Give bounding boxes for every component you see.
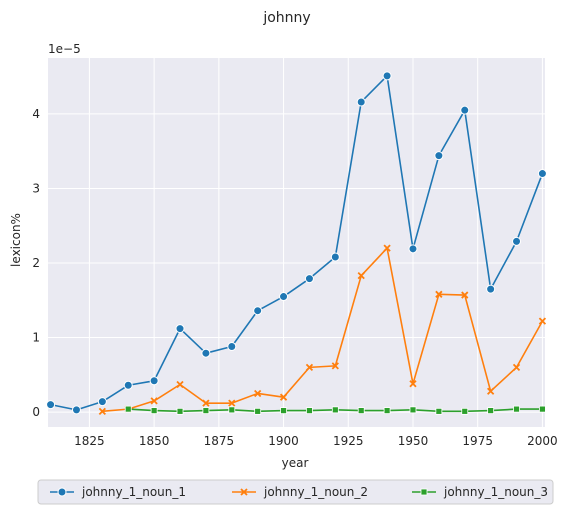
- x-tick-label: 1950: [398, 434, 429, 448]
- legend-marker: [57, 487, 67, 497]
- x-axis-title: year: [282, 456, 309, 470]
- series-2: [98, 244, 547, 415]
- legend-marker: [420, 488, 428, 496]
- y-offset-label: 1e−5: [48, 42, 81, 56]
- data-point: [513, 405, 520, 413]
- data-point: [305, 363, 314, 372]
- y-tick-label: 0: [32, 405, 40, 419]
- data-point: [331, 362, 339, 370]
- series-layer: [46, 71, 547, 415]
- legend-label: johnny_1_noun_2: [263, 485, 368, 499]
- legend-frame: [37, 479, 554, 505]
- data-point: [537, 169, 547, 179]
- data-point: [383, 407, 391, 415]
- data-point: [434, 151, 444, 161]
- legend-label: johnny_1_noun_1: [81, 485, 186, 499]
- data-point: [487, 387, 495, 395]
- data-point: [461, 291, 469, 299]
- data-point: [357, 272, 365, 280]
- x-tick-label: 2000: [527, 434, 558, 448]
- y-tick-label: 4: [32, 107, 40, 121]
- tick-labels: 1825 1850 1875 1900 1925 1950 1975 2000 0 1 2 3 4: [32, 107, 557, 448]
- data-point: [202, 407, 210, 415]
- series-line: [102, 247, 544, 413]
- chart-title: johnny: [262, 10, 310, 26]
- data-point: [409, 380, 417, 388]
- data-point: [486, 284, 496, 294]
- x-tick-label: 1850: [139, 434, 170, 448]
- data-point: [435, 290, 443, 298]
- data-point: [409, 406, 417, 414]
- data-point: [435, 407, 443, 415]
- data-point: [201, 348, 211, 358]
- data-point: [175, 324, 185, 334]
- data-point: [202, 399, 210, 407]
- data-point: [538, 317, 547, 325]
- data-point: [382, 71, 392, 81]
- legend-marker: [240, 488, 248, 496]
- data-point: [279, 393, 288, 401]
- data-point: [124, 405, 132, 413]
- data-point: [176, 407, 184, 415]
- legend-item: johnny_1_noun_1: [50, 485, 186, 499]
- data-point: [150, 407, 158, 415]
- data-point: [149, 376, 159, 386]
- data-point: [98, 407, 106, 415]
- y-tick-label: 2: [32, 256, 40, 270]
- data-point: [279, 292, 289, 302]
- data-point: [331, 406, 339, 414]
- x-tick-label: 1825: [74, 434, 105, 448]
- data-point: [383, 244, 391, 252]
- series-3: [124, 405, 546, 415]
- legend-item: johnny_1_noun_2: [232, 485, 368, 499]
- x-tick-label: 1900: [268, 434, 299, 448]
- data-point: [539, 405, 546, 413]
- y-tick-label: 1: [32, 331, 40, 345]
- data-point: [408, 244, 418, 254]
- legend-items: johnny_1_noun_1 johnny_1_noun_2 johnny_1_n…: [50, 485, 548, 499]
- plot-area: [48, 58, 545, 427]
- legend-label: johnny_1_noun_3: [443, 485, 548, 499]
- y-axis-title: lexicon%: [9, 213, 23, 267]
- data-point: [123, 380, 133, 390]
- x-tick-label: 1925: [333, 434, 364, 448]
- data-point: [228, 399, 236, 407]
- data-point: [461, 407, 469, 415]
- data-point: [280, 407, 287, 415]
- y-tick-label: 3: [32, 181, 40, 195]
- data-point: [254, 389, 262, 398]
- legend: johnny_1_noun_1 johnny_1_noun_2 johnny_1_n…: [37, 479, 554, 505]
- data-point: [150, 397, 158, 405]
- data-point: [71, 405, 81, 415]
- series-1: [46, 71, 547, 415]
- data-point: [46, 400, 56, 410]
- data-point: [228, 406, 236, 414]
- data-point: [357, 407, 365, 415]
- data-point: [330, 252, 340, 262]
- x-tick-label: 1875: [204, 434, 235, 448]
- data-point: [227, 341, 237, 351]
- data-point: [356, 97, 366, 107]
- legend-item: johnny_1_noun_3: [412, 485, 548, 499]
- data-point: [512, 363, 521, 372]
- data-point: [460, 105, 470, 115]
- data-point: [304, 274, 314, 284]
- data-point: [253, 306, 263, 316]
- data-point: [487, 407, 495, 415]
- data-point: [306, 407, 313, 415]
- data-point: [512, 236, 522, 246]
- data-point: [254, 407, 262, 415]
- data-point: [97, 397, 107, 407]
- x-tick-label: 1975: [462, 434, 493, 448]
- data-point: [176, 380, 184, 389]
